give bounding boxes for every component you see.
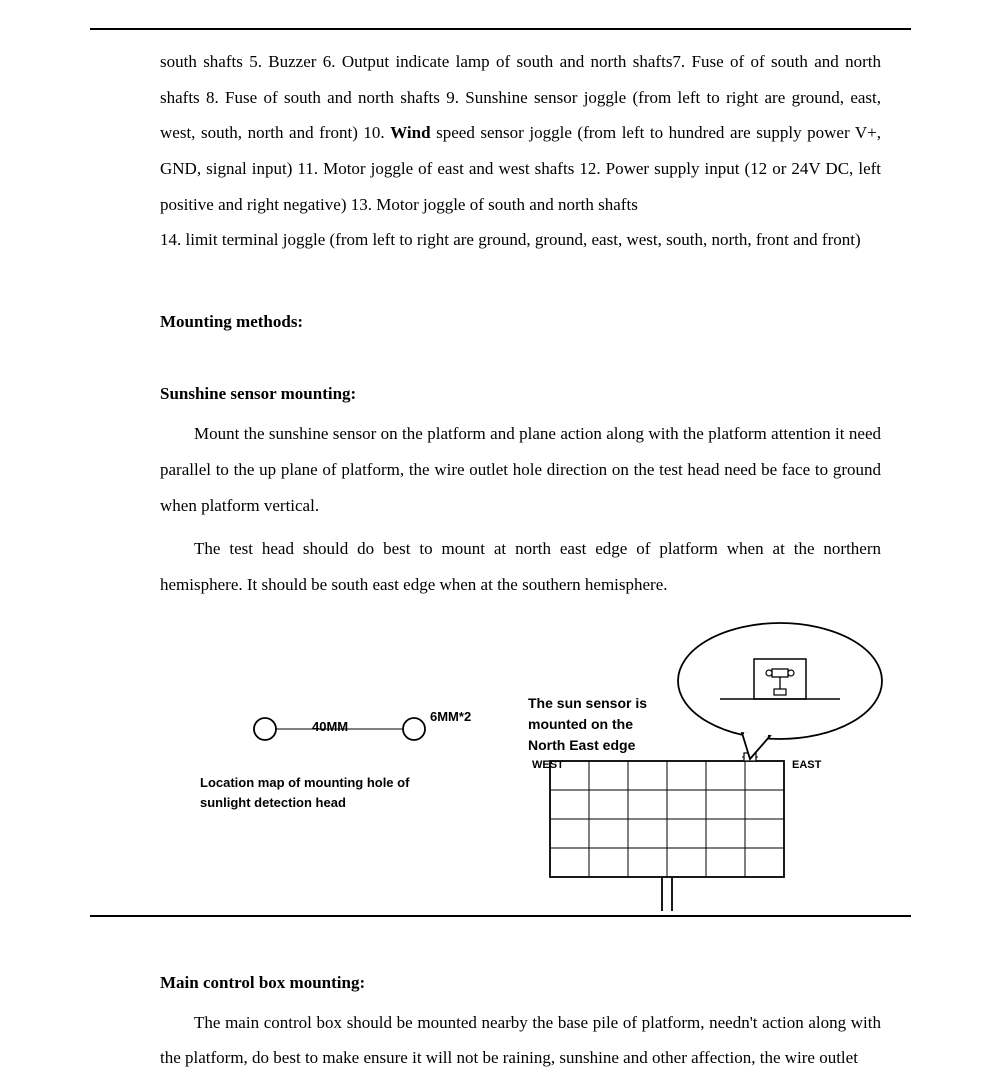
bottom-horizontal-rule: [90, 915, 911, 917]
main-control-heading: Main control box mounting:: [160, 973, 881, 993]
content-area-2: Main control box mounting: The main cont…: [60, 973, 941, 1076]
label-callout: The sun sensor is mounted on the North E…: [528, 693, 658, 756]
label-location-caption: Location map of mounting hole of sunligh…: [200, 773, 460, 815]
mounting-methods-heading: Mounting methods:: [160, 312, 881, 332]
mounting-diagram: 40MM 6MM*2 Location map of mounting hole…: [140, 621, 881, 911]
label-6mm: 6MM*2: [430, 709, 471, 724]
sunshine-heading: Sunshine sensor mounting:: [160, 384, 881, 404]
content-area: south shafts 5. Buzzer 6. Output indicat…: [60, 44, 941, 911]
label-east: EAST: [792, 759, 821, 771]
bold-wind: Wind: [390, 123, 430, 142]
label-40mm: 40MM: [312, 719, 348, 734]
label-west: WEST: [532, 759, 564, 771]
numbered-list-text: south shafts 5. Buzzer 6. Output indicat…: [160, 44, 881, 258]
sunshine-paragraph-2: The test head should do best to mount at…: [160, 531, 881, 602]
list-item-14: 14. limit terminal joggle (from left to …: [160, 230, 861, 249]
top-horizontal-rule: [90, 28, 911, 30]
main-control-paragraph-1: The main control box should be mounted n…: [160, 1005, 881, 1076]
sunshine-paragraph-1: Mount the sunshine sensor on the platfor…: [160, 416, 881, 523]
